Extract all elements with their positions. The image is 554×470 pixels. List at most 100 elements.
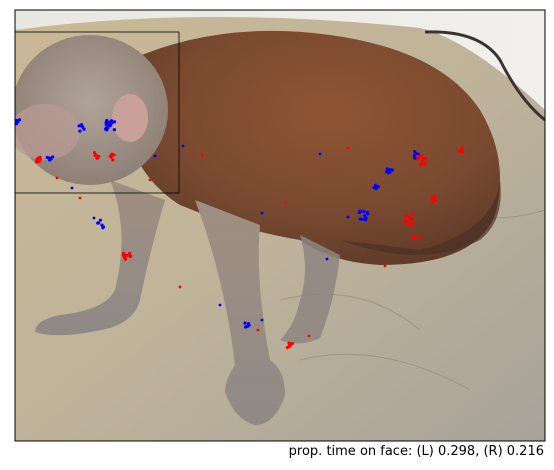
left-gaze-point [181,144,185,148]
right-gaze-point [408,222,412,226]
left-gaze-point [387,168,391,172]
right-gaze-point [410,212,415,216]
left-gaze-point [51,155,55,159]
right-gaze-point [411,221,415,226]
right-gaze-point [411,237,415,241]
right-gaze-point [109,155,113,159]
left-gaze-point [82,127,86,131]
left-gaze-point [218,303,222,307]
left-gaze-point [325,257,329,261]
right-gaze-point [413,234,417,238]
photo [15,10,545,441]
left-gaze-point [388,170,392,174]
left-gaze-point [153,154,157,158]
face-time-caption: prop. time on face: (L) 0.298, (R) 0.216 [288,444,544,459]
right-gaze-point [422,162,427,166]
left-gaze-point [92,216,96,220]
left-gaze-point [105,118,109,123]
right-gaze-point [403,219,407,223]
right-gaze-point [460,146,464,150]
left-gaze-point [260,318,264,322]
right-gaze-point [410,216,414,220]
front-leg-right [195,200,285,425]
left-gaze-point [359,217,363,221]
right-gaze-point [419,162,424,166]
right-gaze-point [287,341,291,345]
monkey-muzzle [15,104,80,160]
monkey-body [125,30,500,266]
monkey-tail-shadow [340,180,501,255]
left-gaze-point [376,185,380,189]
right-gaze-point [432,196,436,200]
left-gaze-point [346,215,350,219]
left-gaze-point [246,324,250,328]
right-gaze-point [128,251,132,256]
left-gaze-point [413,156,417,160]
right-gaze-point [93,153,97,158]
left-gaze-point [318,152,322,156]
right-gaze-point [285,345,289,350]
left-gaze-point [14,118,19,123]
right-gaze-point [256,328,260,332]
axes-frame [14,9,546,442]
right-gaze-point [200,153,204,157]
right-gaze-point [124,253,128,257]
left-gaze-point [96,221,100,225]
left-gaze-point [365,210,370,215]
right-gaze-point [148,178,152,182]
right-gaze-point [403,214,407,218]
left-gaze-point [112,120,117,124]
left-gaze-point [48,158,52,162]
left-gaze-point [98,218,103,222]
hind-leg [280,235,340,344]
left-gaze-point [80,123,84,127]
right-gaze-point [128,254,132,259]
left-gaze-point [100,223,104,227]
right-gaze-point [96,156,100,160]
left-gaze-point [104,127,108,131]
right-gaze-point [429,196,433,200]
left-gaze-point [17,118,22,122]
right-gaze-point [417,155,422,160]
right-gaze-point [123,257,128,261]
right-gaze-point [122,251,126,255]
right-gaze-point [460,150,465,154]
left-gaze-point [362,217,366,221]
right-gaze-point [55,176,59,180]
left-gaze-point [106,121,111,126]
floor-edge [424,30,545,122]
right-gaze-point [457,149,461,153]
right-gaze-point [421,157,425,161]
left-gaze-point [374,186,378,191]
right-gaze-point [383,264,387,268]
right-gaze-point [36,159,40,163]
left-gaze-point [374,183,378,187]
left-gaze-point [260,211,264,215]
right-gaze-point [110,152,114,156]
monkey-ear [112,94,148,142]
left-gaze-point [362,209,366,214]
right-gaze-point [284,201,288,205]
left-gaze-point [77,124,81,128]
right-gaze-point [346,146,350,150]
right-gaze-point [78,196,82,200]
right-gaze-point [431,200,435,204]
right-gaze-point [178,285,182,289]
right-gaze-point [111,158,115,162]
left-gaze-point [358,209,362,213]
right-gaze-point [92,151,97,155]
left-gaze-point [15,121,19,126]
gaze-points [14,118,465,350]
left-gaze-point [243,321,247,325]
left-gaze-point [246,322,251,326]
left-gaze-point [70,186,74,190]
right-gaze-point [418,236,422,240]
right-gaze-point [38,155,42,159]
right-gaze-point [424,156,428,161]
right-gaze-point [405,214,410,218]
left-gaze-point [78,129,82,133]
front-leg-left [35,180,165,336]
left-gaze-point [112,128,116,132]
right-gaze-point [307,334,311,338]
